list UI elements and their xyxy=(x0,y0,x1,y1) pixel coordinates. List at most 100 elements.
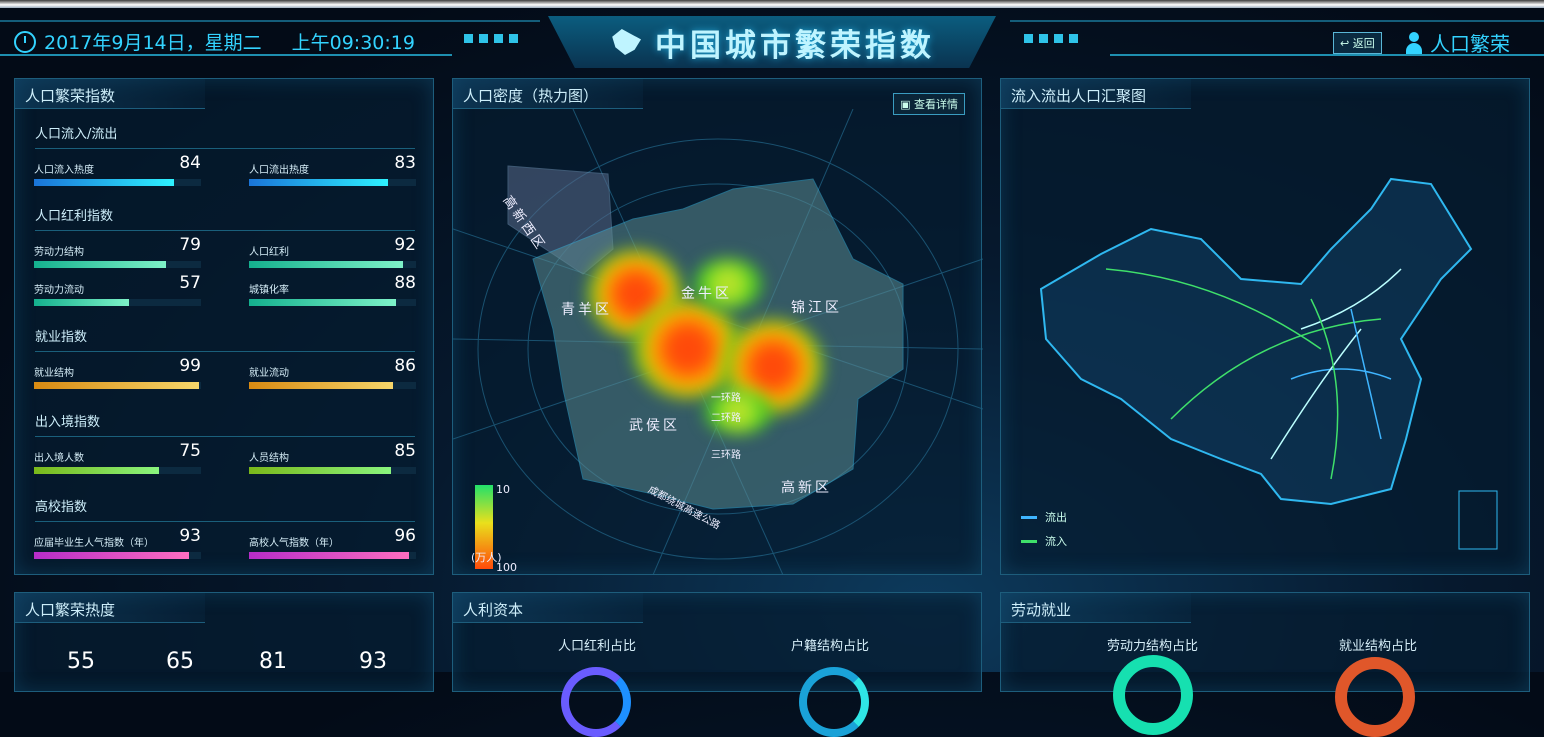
district-label: 高新区 xyxy=(781,480,832,496)
metric-value: 83 xyxy=(394,153,416,173)
metric-value: 84 xyxy=(179,153,201,173)
road-label: 三环路 xyxy=(711,450,741,461)
heat-legend-bar xyxy=(475,485,493,569)
donut-chart xyxy=(561,667,631,737)
header-line xyxy=(0,20,540,22)
panel-title: 人口繁荣指数 xyxy=(15,79,205,109)
outflow-swatch xyxy=(1021,515,1037,519)
flow-line xyxy=(1105,268,1322,350)
inflow-swatch xyxy=(1021,539,1037,543)
progress-track xyxy=(34,179,201,186)
progress-track xyxy=(249,261,416,268)
progress-fill xyxy=(249,382,393,389)
legend-min: 10 xyxy=(496,483,510,496)
metric-label: 人口红利 xyxy=(249,247,289,258)
page-title: 中国城市繁荣指数 xyxy=(655,27,935,64)
china-map-icon xyxy=(612,29,641,55)
progress-track xyxy=(34,552,201,559)
flow-line xyxy=(1350,308,1382,440)
progress-fill xyxy=(34,179,175,186)
progress-fill xyxy=(249,179,388,186)
metric-value: 86 xyxy=(394,356,416,376)
header-line xyxy=(1110,54,1544,56)
donut-chart xyxy=(1113,655,1193,735)
clock-icon xyxy=(14,30,36,53)
metric-value: 79 xyxy=(179,235,201,255)
metric-label: 城镇化率 xyxy=(249,285,289,296)
progress-track xyxy=(34,261,201,268)
kpi-value: 65 xyxy=(166,649,194,674)
flow-line xyxy=(1310,298,1339,480)
flow-line xyxy=(1170,318,1382,420)
heat-panel: 人口繁荣热度 55 65 81 93 xyxy=(14,592,434,692)
kpi-value: 93 xyxy=(359,649,387,674)
metric-value: 93 xyxy=(179,526,201,546)
donut-chart xyxy=(799,667,869,737)
decor-dots xyxy=(464,34,518,43)
kpi-value: 81 xyxy=(259,649,287,674)
heat-blob xyxy=(693,259,763,309)
heat-blob xyxy=(633,299,743,399)
header-line xyxy=(0,54,452,56)
metric-label: 劳动力结构 xyxy=(34,247,84,258)
progress-track xyxy=(34,467,201,474)
chart-subtitle: 就业结构占比 xyxy=(1339,639,1418,654)
metric-value: 85 xyxy=(394,441,416,461)
user-label: 人口繁荣 xyxy=(1430,32,1510,56)
metric-value: 75 xyxy=(179,441,201,461)
district-label: 锦江区 xyxy=(791,300,842,316)
progress-track xyxy=(249,179,416,186)
kpi-value: 55 xyxy=(67,649,95,674)
flow-panel: 流入流出人口汇聚图 流出 流入 xyxy=(1000,78,1530,575)
back-label: 返回 xyxy=(1352,37,1375,50)
progress-track xyxy=(249,552,416,559)
donut-chart xyxy=(1335,657,1415,737)
panel-title: 人口密度（热力图） xyxy=(453,79,643,109)
progress-fill xyxy=(34,382,200,389)
progress-fill xyxy=(34,299,130,306)
progress-fill xyxy=(249,467,391,474)
metric-label: 劳动力流动 xyxy=(34,285,84,296)
user-menu[interactable]: 人口繁荣 xyxy=(1406,28,1510,57)
progress-track xyxy=(34,299,201,306)
header: 2017年9月14日，星期二 上午09:30:19 中国城市繁荣指数 ↩ 返回 … xyxy=(0,8,1544,70)
user-icon xyxy=(1406,31,1422,54)
flow-line xyxy=(1300,268,1402,330)
progress-fill xyxy=(249,299,396,306)
progress-fill xyxy=(34,467,160,474)
view-details-label: 查看详情 xyxy=(914,98,958,111)
metric-label: 人口流入热度 xyxy=(34,165,94,176)
chart-subtitle: 人口红利占比 xyxy=(558,639,637,654)
metric-value: 99 xyxy=(179,356,201,376)
back-button[interactable]: ↩ 返回 xyxy=(1333,32,1382,54)
legend-outflow: 流出 xyxy=(1021,509,1067,525)
heatmap-panel: 人口密度（热力图） ▣ 查看详情 高新西区 青羊区 金牛区 锦江区 武侯区 高新… xyxy=(452,78,983,575)
china-flow-map xyxy=(1039,177,1498,550)
metric-value: 57 xyxy=(179,273,201,293)
metric-label: 就业流动 xyxy=(249,368,289,379)
flow-line xyxy=(1270,328,1362,460)
section-title: 人口流入/流出 xyxy=(35,123,415,149)
metric-label: 人口流出热度 xyxy=(249,165,309,176)
panel-title: 劳动就业 xyxy=(1001,593,1191,623)
metric-label: 就业结构 xyxy=(34,368,74,379)
heatmap: 高新西区 青羊区 金牛区 锦江区 武侯区 高新区 一环路 二环路 三环路 成都绕… xyxy=(453,109,983,575)
progress-fill xyxy=(249,261,403,268)
progress-track xyxy=(249,299,416,306)
district-label: 武侯区 xyxy=(629,418,680,434)
progress-track xyxy=(34,382,201,389)
metric-label: 应届毕业生人气指数（年） xyxy=(34,538,154,549)
progress-fill xyxy=(249,552,410,559)
legend-label: 流入 xyxy=(1045,535,1067,548)
top-strip xyxy=(0,0,1544,8)
time-text: 上午09:30:19 xyxy=(291,32,415,54)
capital-panel: 人利资本 人口红利占比 户籍结构占比 xyxy=(452,592,982,737)
section-title: 出入境指数 xyxy=(35,411,415,437)
section-title: 就业指数 xyxy=(35,326,415,352)
south-sea-inset xyxy=(1458,490,1498,550)
panel-title: 流入流出人口汇聚图 xyxy=(1001,79,1191,109)
metric-value: 88 xyxy=(394,273,416,293)
progress-fill xyxy=(34,261,166,268)
view-details-button[interactable]: ▣ 查看详情 xyxy=(893,93,965,115)
district-label: 青羊区 xyxy=(561,302,612,318)
